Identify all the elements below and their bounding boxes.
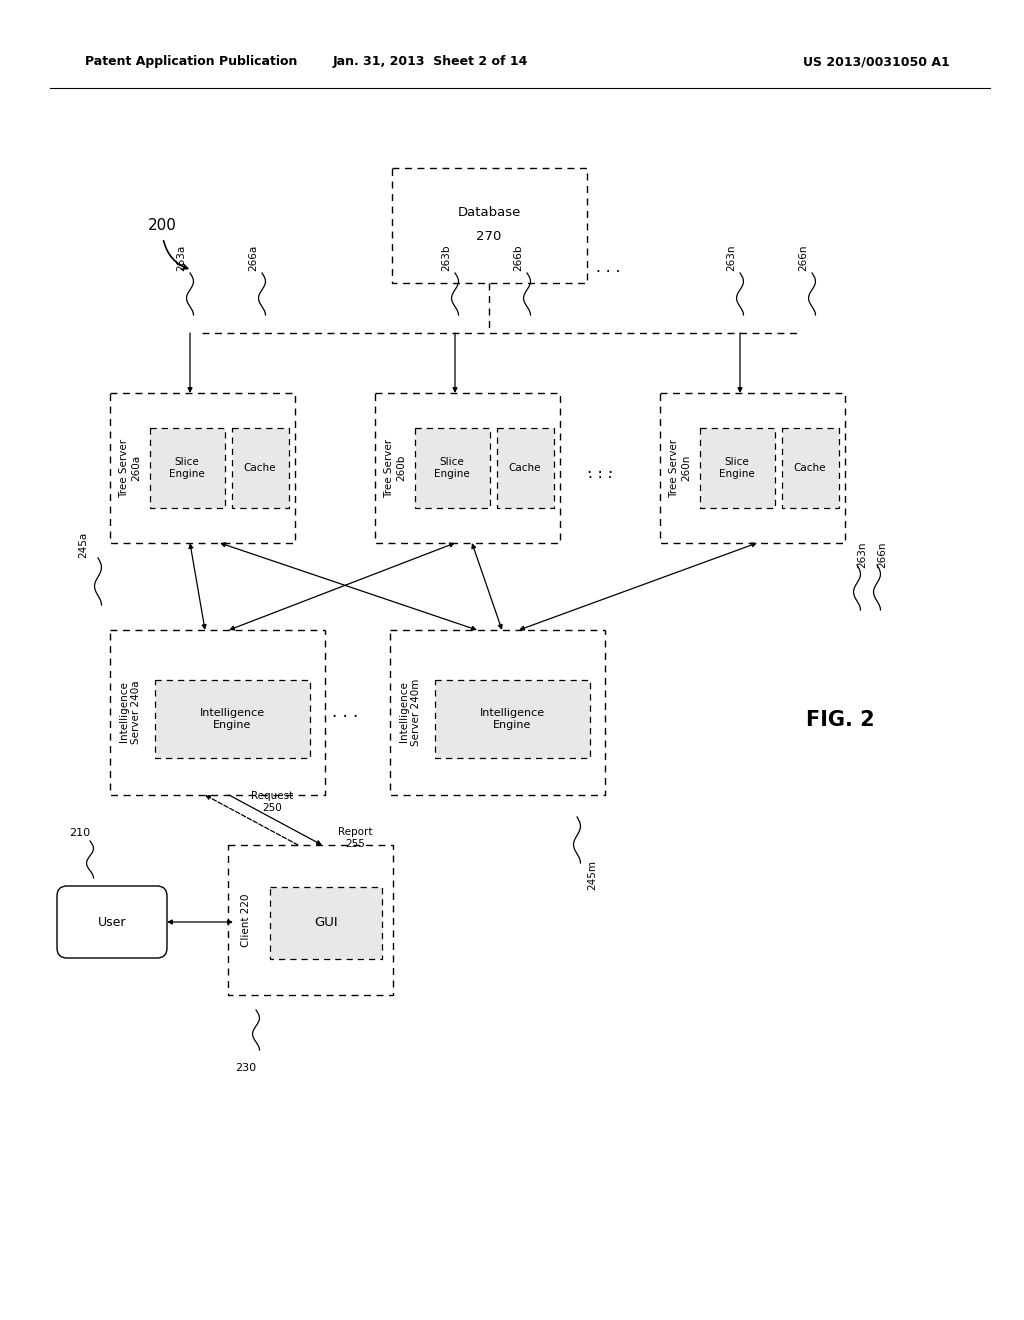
Text: Tree Server
260a: Tree Server 260a [119,438,141,498]
Text: FIG. 2: FIG. 2 [806,710,874,730]
Bar [700,428,775,508]
FancyBboxPatch shape [57,886,167,958]
Bar [375,393,560,543]
Text: User: User [97,916,126,928]
Text: Request
250: Request 250 [251,791,293,813]
Text: Cache: Cache [509,463,542,473]
Text: Cache: Cache [244,463,276,473]
Text: Tree Server
260n: Tree Server 260n [670,438,691,498]
Bar [270,887,382,960]
Text: Slice
Engine: Slice Engine [434,457,470,479]
Text: Intelligence
Server 240a: Intelligence Server 240a [119,680,141,743]
Bar [155,680,310,758]
Bar [232,428,289,508]
Bar [390,630,605,795]
Text: Slice
Engine: Slice Engine [719,457,755,479]
Text: 266a: 266a [248,246,258,271]
Text: Database: Database [458,206,520,219]
Bar [110,393,295,543]
Text: 266n: 266n [877,541,887,568]
Text: 210: 210 [70,828,90,838]
Text: Client 220: Client 220 [241,894,251,946]
Bar [228,845,393,995]
Bar [660,393,845,543]
Text: . . .: . . . [588,466,612,480]
Text: 230: 230 [236,1063,257,1073]
Bar [415,428,490,508]
Text: 245a: 245a [78,532,88,558]
Text: Report
255: Report 255 [338,828,373,849]
Text: 245m: 245m [587,861,597,890]
Text: 263n: 263n [857,541,867,568]
Text: . . .: . . . [596,260,621,276]
Text: 263n: 263n [726,244,736,271]
Text: Tree Server
260b: Tree Server 260b [384,438,406,498]
Text: 200: 200 [148,218,177,232]
Text: 263b: 263b [441,244,451,271]
Text: Slice
Engine: Slice Engine [169,457,205,479]
Bar [392,168,587,282]
Text: 266n: 266n [798,244,808,271]
Bar [110,630,325,795]
Text: Intelligence
Server 240m: Intelligence Server 240m [399,678,421,746]
Text: GUI: GUI [314,916,338,929]
Text: 270: 270 [476,230,502,243]
Text: Intelligence
Engine: Intelligence Engine [200,709,264,730]
Text: Patent Application Publication: Patent Application Publication [85,55,297,69]
Text: 263a: 263a [176,246,186,271]
Text: 266b: 266b [513,244,523,271]
Bar [150,428,225,508]
Text: US 2013/0031050 A1: US 2013/0031050 A1 [803,55,950,69]
Text: Cache: Cache [794,463,826,473]
Bar [782,428,839,508]
Text: Jan. 31, 2013  Sheet 2 of 14: Jan. 31, 2013 Sheet 2 of 14 [333,55,527,69]
Text: . . .: . . . [332,704,358,721]
Text: . . .: . . . [587,459,613,477]
Bar [497,428,554,508]
Bar [435,680,590,758]
Text: Intelligence
Engine: Intelligence Engine [479,709,545,730]
